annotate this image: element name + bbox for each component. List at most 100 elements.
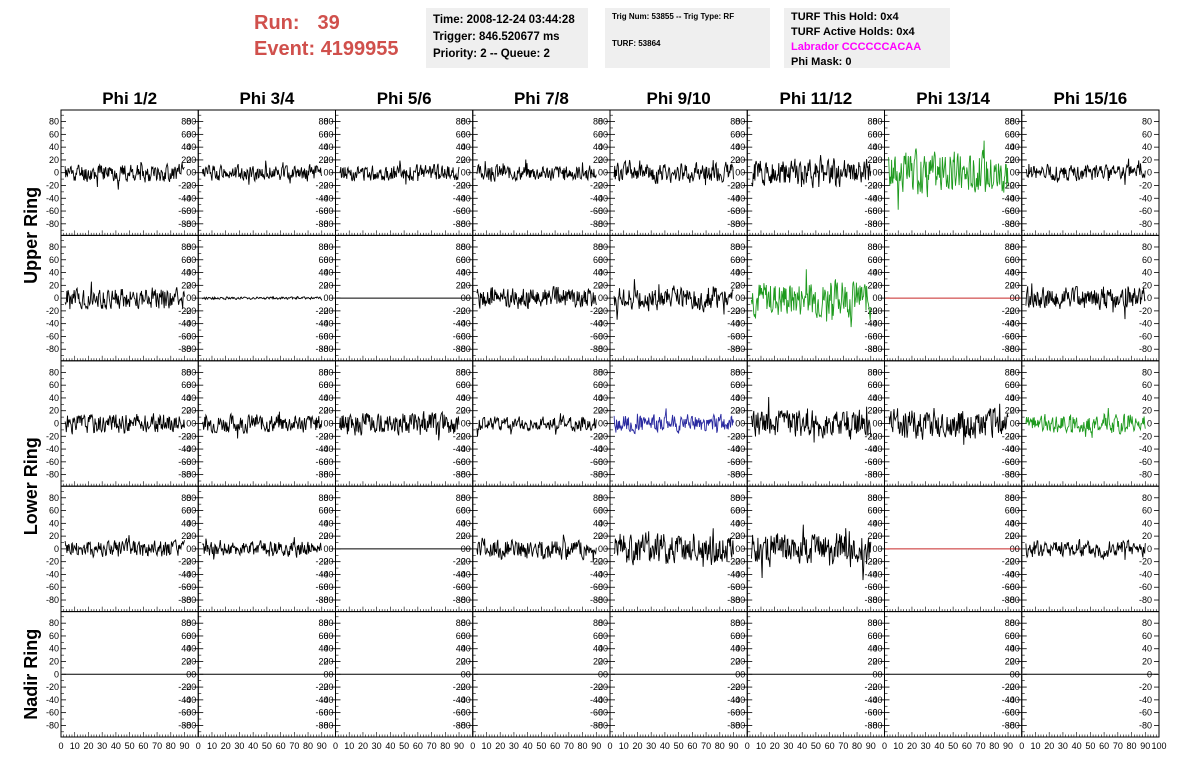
y-tick-label: -80 [1139, 219, 1152, 229]
y-tick-label: 20 [598, 406, 608, 416]
x-tick-label: 0 [333, 741, 338, 751]
y-tick-label: -60 [869, 331, 882, 341]
y-tick-label: -20 [458, 306, 471, 316]
x-tick-label: 60 [962, 741, 972, 751]
waveform-trace [64, 161, 185, 190]
waveform-trace [750, 396, 872, 443]
y-tick-label: -60 [1002, 708, 1015, 718]
run-label: Run: [254, 12, 300, 34]
y-tick-label: 60 [456, 631, 466, 641]
y-tick-label: 20 [735, 280, 745, 290]
y-tick-label: 20 [598, 280, 608, 290]
y-tick-label: 20 [872, 280, 882, 290]
x-tick-label: 0 [1019, 741, 1024, 751]
column-header: Phi 5/6 [377, 89, 432, 108]
y-tick-label: -80 [864, 219, 877, 229]
y-tick-label: 0 [1015, 293, 1020, 303]
y-tick-label: 20 [186, 531, 196, 541]
y-tick-label: 80 [730, 367, 740, 377]
y-tick-label: -60 [183, 457, 196, 467]
y-tick-label: 80 [1010, 493, 1020, 503]
y-tick-label: 80 [1005, 242, 1015, 252]
y-tick-label: -40 [864, 319, 877, 329]
y-tick-label: -80 [727, 595, 740, 605]
y-tick-label: 60 [49, 380, 59, 390]
y-tick-label: -60 [320, 206, 333, 216]
y-tick-label: 60 [867, 129, 877, 139]
y-tick-label: -60 [590, 708, 603, 718]
y-tick-label: 80 [323, 242, 333, 252]
y-tick-label: 20 [730, 406, 740, 416]
y-tick-label: -20 [46, 557, 59, 567]
y-tick-label: -40 [453, 444, 466, 454]
y-tick-label: 0 [740, 168, 745, 178]
column-header: Phi 13/14 [916, 89, 990, 108]
y-tick-label: -60 [595, 457, 608, 467]
y-tick-label: -20 [178, 431, 191, 441]
y-tick-label: 40 [1010, 644, 1020, 654]
y-tick-label: -80 [46, 219, 59, 229]
y-tick-label: 40 [1010, 518, 1020, 528]
y-tick-label: -20 [46, 431, 59, 441]
y-tick-label: 80 [1142, 117, 1152, 127]
y-tick-label: -60 [453, 331, 466, 341]
waveform-trace [476, 534, 597, 563]
y-tick-label: -20 [46, 306, 59, 316]
run-event-info: Run: 39 Event: 4199955 [254, 10, 399, 62]
y-tick-label: 0 [191, 168, 196, 178]
y-tick-label: 60 [49, 631, 59, 641]
y-tick-label: 80 [186, 117, 196, 127]
y-tick-label: 40 [186, 518, 196, 528]
y-tick-label: 60 [1010, 380, 1020, 390]
y-tick-label: -40 [453, 569, 466, 579]
y-tick-label: -20 [183, 306, 196, 316]
waveform-trace [1025, 539, 1146, 561]
y-tick-label: -60 [869, 457, 882, 467]
y-tick-label: -40 [732, 444, 745, 454]
y-tick-label: 40 [318, 644, 328, 654]
y-tick-label: 20 [730, 531, 740, 541]
x-tick-label: 20 [907, 741, 917, 751]
y-tick-label: -80 [178, 470, 191, 480]
y-tick-label: 80 [323, 117, 333, 127]
y-tick-label: 40 [598, 518, 608, 528]
y-tick-label: -80 [183, 344, 196, 354]
y-tick-label: -80 [864, 595, 877, 605]
x-tick-label: 80 [852, 741, 862, 751]
y-tick-label: 80 [598, 493, 608, 503]
y-tick-label: -80 [727, 470, 740, 480]
y-tick-label: 80 [593, 367, 603, 377]
y-tick-label: 0 [1147, 293, 1152, 303]
y-tick-label: 20 [593, 155, 603, 165]
ring-label: Nadir Ring [21, 629, 41, 720]
y-tick-label: 20 [181, 657, 191, 667]
y-tick-label: 40 [867, 142, 877, 152]
y-tick-label: 40 [456, 518, 466, 528]
y-tick-label: -20 [458, 557, 471, 567]
y-tick-label: 0 [872, 168, 877, 178]
y-tick-label: 20 [456, 155, 466, 165]
y-tick-label: 80 [593, 493, 603, 503]
y-tick-label: 20 [323, 280, 333, 290]
y-tick-label: -40 [178, 695, 191, 705]
column-header: Phi 7/8 [514, 89, 569, 108]
y-tick-label: -20 [1007, 431, 1020, 441]
y-tick-label: 20 [872, 155, 882, 165]
y-tick-label: 80 [456, 367, 466, 377]
y-tick-label: -80 [590, 470, 603, 480]
y-tick-label: 80 [872, 493, 882, 503]
waveform-trace [64, 535, 185, 559]
x-tick-label: 100 [1151, 741, 1166, 751]
y-tick-label: 80 [1142, 493, 1152, 503]
y-tick-label: 40 [323, 268, 333, 278]
y-tick-label: 40 [181, 518, 191, 528]
y-tick-label: 80 [867, 367, 877, 377]
y-tick-label: -40 [315, 319, 328, 329]
y-tick-label: -20 [590, 682, 603, 692]
y-tick-label: 0 [466, 544, 471, 554]
y-tick-label: -40 [590, 444, 603, 454]
y-tick-label: 80 [598, 117, 608, 127]
y-tick-label: 0 [877, 419, 882, 429]
y-tick-label: 0 [1015, 168, 1020, 178]
y-tick-label: -60 [320, 582, 333, 592]
